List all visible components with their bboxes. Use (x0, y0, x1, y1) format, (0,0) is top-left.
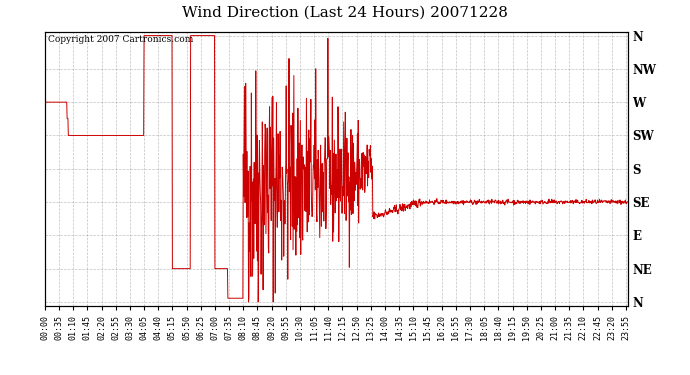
Text: Copyright 2007 Cartronics.com: Copyright 2007 Cartronics.com (48, 34, 193, 44)
Text: Wind Direction (Last 24 Hours) 20071228: Wind Direction (Last 24 Hours) 20071228 (182, 6, 508, 20)
